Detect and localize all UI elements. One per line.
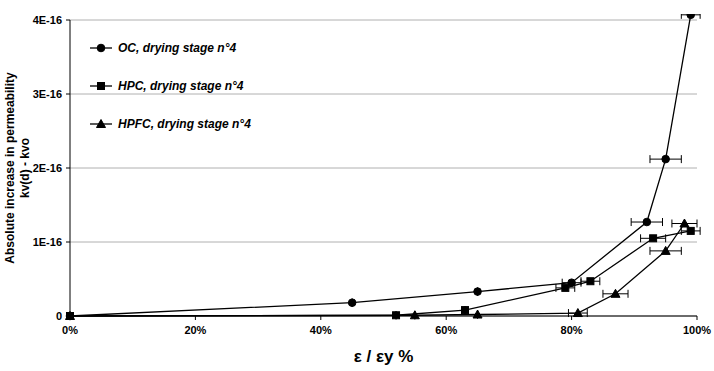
error-bar: [681, 227, 700, 235]
x-tick: [446, 316, 447, 320]
x-tick: [320, 316, 321, 320]
error-bar-cap: [681, 247, 682, 255]
data-point: [66, 312, 75, 320]
error-bar-cap: [628, 290, 629, 298]
error-bar: [603, 290, 628, 298]
error-bar: [650, 247, 681, 255]
error-bar-cap: [568, 309, 569, 317]
x-tick-label: 0%: [62, 324, 78, 336]
y-tick: [66, 94, 70, 95]
y-axis-title: kv(d) - kvo: [18, 138, 32, 198]
x-tick-label: 20%: [184, 324, 206, 336]
x-tick: [571, 316, 572, 320]
error-bar: [556, 284, 575, 292]
data-point: [473, 310, 482, 318]
error-bar-cap: [671, 220, 672, 228]
error-bar-cap: [697, 220, 698, 228]
x-tick-label: 100%: [683, 324, 711, 336]
x-tick-label: 80%: [561, 324, 583, 336]
data-point: [661, 246, 670, 254]
data-point: [410, 311, 419, 319]
error-bar-cap: [649, 155, 650, 163]
data-point: [662, 155, 670, 163]
legend: OC, drying stage n°4 HPC, drying stage n°…: [90, 41, 251, 131]
data-point: [573, 309, 582, 317]
error-bar-cap: [640, 234, 641, 242]
error-bar: [672, 220, 697, 228]
legend-label: OC, drying stage n°4: [118, 41, 236, 55]
error-bar: [681, 14, 700, 19]
y-tick-label: 1E-16: [33, 236, 62, 248]
grid-line: [70, 242, 697, 243]
y-tick-label: 2E-16: [33, 162, 62, 174]
legend-marker: [98, 83, 105, 90]
grid-line: [70, 94, 697, 95]
legend-label: HPFC, drying stage n°4: [118, 117, 251, 131]
chart: 0 1E-16 2E-16 3E-16 4E-16 0% 20% 40% 60% 80% 100% ε…: [0, 0, 714, 371]
grid-line: [70, 20, 697, 21]
error-bar-cap: [700, 227, 701, 235]
error-bar: [568, 309, 587, 317]
data-point: [66, 312, 74, 320]
x-axis-title: ε / εy %: [354, 347, 414, 366]
data-point: [687, 227, 694, 234]
error-bar: [650, 155, 681, 163]
error-bar-cap: [665, 234, 666, 242]
series-line: [70, 15, 691, 316]
error-bar-cap: [681, 14, 682, 19]
error-bar: [631, 218, 662, 226]
y-tick-label: 4E-16: [33, 14, 62, 26]
error-bar-cap: [555, 284, 556, 292]
error-bar-cap: [599, 277, 600, 285]
legend-marker: [97, 120, 106, 128]
legend-label: HPC, drying stage n°4: [118, 79, 244, 93]
y-axis: [70, 20, 71, 316]
error-bar-cap: [581, 277, 582, 285]
plot-data: [66, 14, 701, 320]
y-tick: [66, 168, 70, 169]
error-bar-cap: [681, 155, 682, 163]
x-tick-label: 40%: [310, 324, 332, 336]
y-axis-title: Absolute increase in permeability: [3, 72, 17, 264]
error-bar: [641, 234, 666, 242]
series-line: [70, 224, 684, 317]
error-bar: [581, 277, 600, 285]
y-tick-label: 0: [56, 310, 62, 322]
x-tick: [195, 316, 196, 320]
error-bar-cap: [649, 247, 650, 255]
data-point: [67, 313, 74, 320]
x-tick-label: 60%: [435, 324, 457, 336]
data-point: [587, 278, 594, 285]
data-point: [680, 219, 689, 227]
y-tick-label: 3E-16: [33, 88, 62, 100]
data-point: [650, 235, 657, 242]
data-point: [348, 299, 356, 307]
y-tick: [66, 242, 70, 243]
data-point: [462, 307, 469, 314]
data-point: [611, 289, 620, 297]
error-bar-cap: [602, 290, 603, 298]
data-point: [687, 14, 695, 19]
grid-line: [70, 168, 697, 169]
legend-marker: [97, 44, 105, 52]
error-bar-cap: [662, 218, 663, 226]
error-bar-cap: [587, 309, 588, 317]
x-tick: [697, 316, 698, 320]
error-bar-cap: [631, 218, 632, 226]
data-point: [643, 218, 651, 226]
error-bar-cap: [700, 14, 701, 19]
error-bar-cap: [574, 284, 575, 292]
data-point: [474, 288, 482, 296]
y-tick: [66, 20, 70, 21]
data-point: [562, 284, 569, 291]
